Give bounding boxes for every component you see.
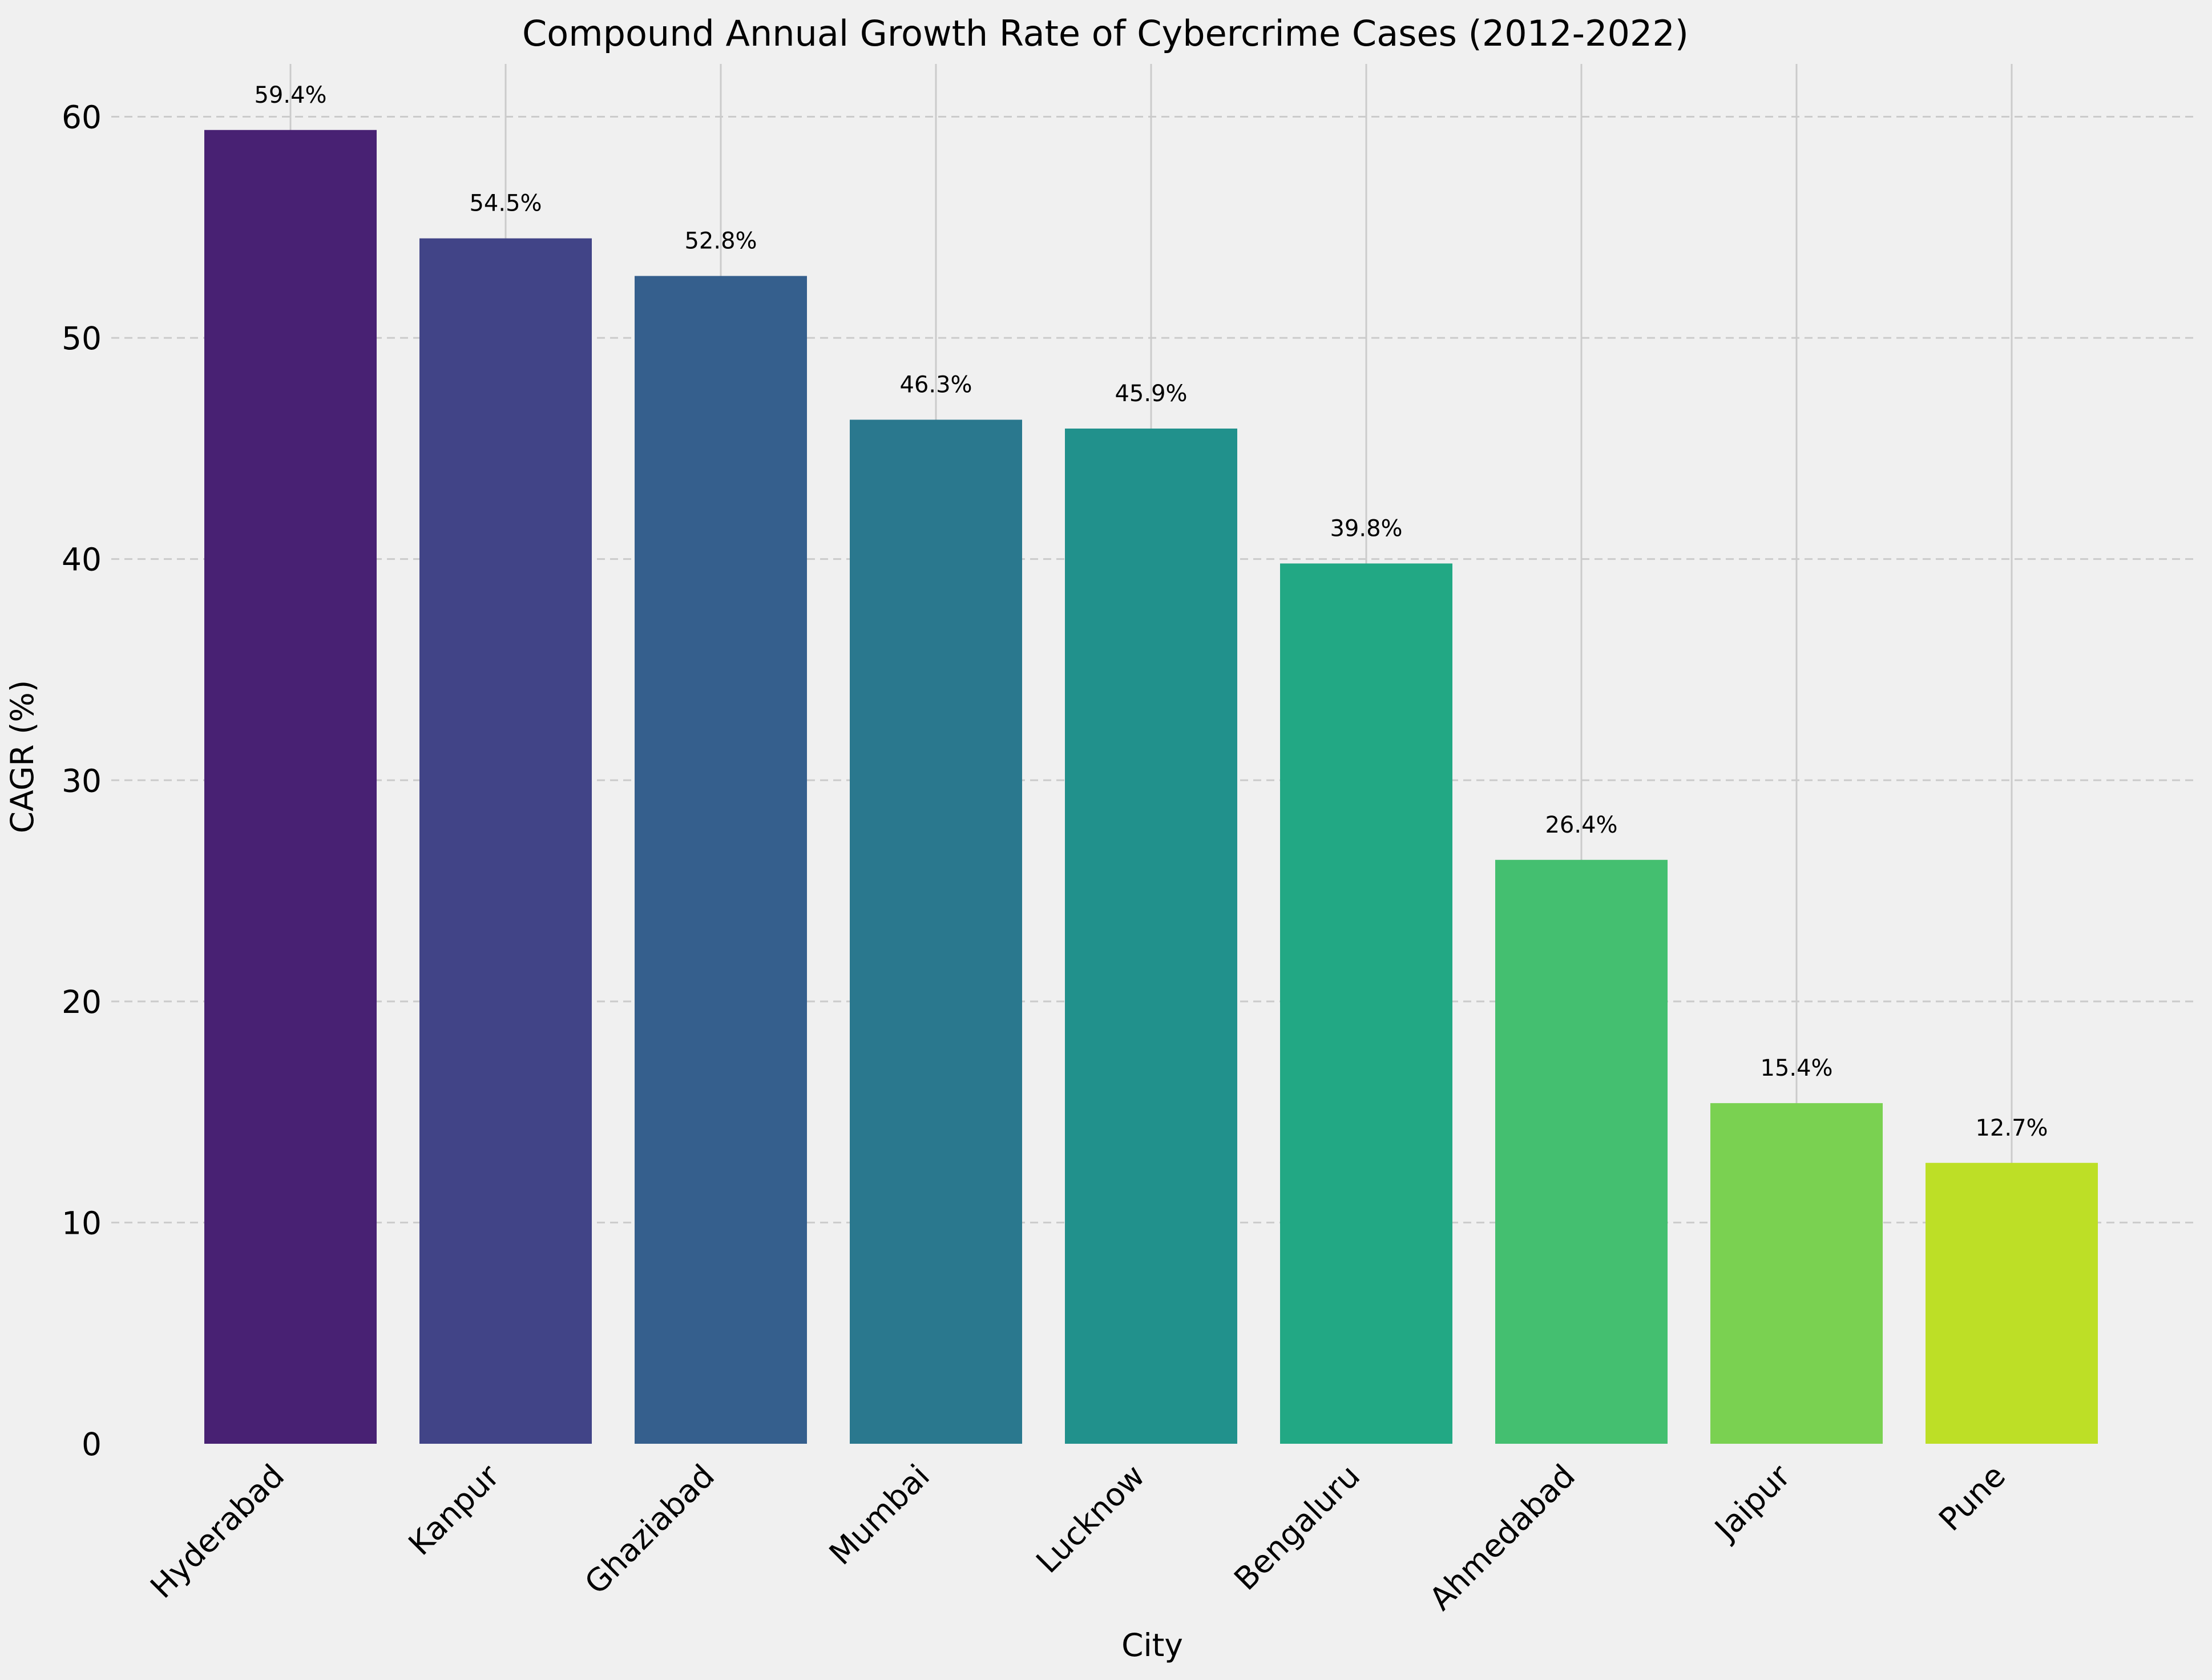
data-label: 15.4% — [1760, 1055, 1832, 1081]
data-label: 45.9% — [1115, 381, 1187, 407]
y-tick-label: 20 — [62, 984, 102, 1020]
data-label: 54.5% — [469, 191, 542, 217]
data-label: 52.8% — [684, 228, 757, 255]
y-axis-label: CAGR (%) — [4, 680, 41, 834]
x-tick-label: Kanpur — [401, 1457, 506, 1562]
data-label: 59.4% — [254, 82, 326, 108]
bar-ghaziabad — [635, 276, 807, 1444]
data-label: 39.8% — [1330, 515, 1402, 542]
x-tick-label: Pune — [1932, 1457, 2012, 1538]
y-tick-label: 30 — [62, 762, 102, 799]
bar-ahmedabad — [1495, 859, 1668, 1444]
bar-kanpur — [419, 238, 592, 1444]
bar-pune — [1926, 1162, 2098, 1444]
x-tick-label: Ahmedabad — [1422, 1457, 1582, 1617]
bar-layer — [204, 130, 2098, 1444]
y-tick-label: 10 — [62, 1205, 102, 1241]
x-tick-label: Bengaluru — [1227, 1457, 1367, 1597]
bar-lucknow — [1065, 429, 1237, 1444]
data-label: 26.4% — [1545, 812, 1617, 838]
bar-mumbai — [850, 419, 1022, 1444]
x-tick-label: Hyderabad — [143, 1457, 291, 1605]
data-label-layer: 59.4% 54.5% 52.8% 46.3% 45.9% 39.8% 26.4% 15.4%… — [254, 82, 2048, 1141]
data-label: 12.7% — [1975, 1115, 2048, 1141]
bar-bengaluru — [1280, 563, 1452, 1444]
x-tick-label: Ghaziabad — [578, 1457, 721, 1601]
y-tick-label: 40 — [62, 542, 102, 578]
data-label: 46.3% — [899, 372, 972, 398]
chart-title: Compound Annual Growth Rate of Cybercrim… — [522, 13, 1689, 54]
y-tick-label: 60 — [62, 99, 102, 136]
y-tick-label: 50 — [62, 320, 102, 357]
y-tick-label: 0 — [82, 1426, 102, 1463]
x-tick-label: Lucknow — [1029, 1457, 1152, 1580]
bar-hyderabad — [204, 130, 377, 1444]
x-tick-label: Jaipur — [1706, 1457, 1797, 1548]
bar-jaipur — [1710, 1103, 1883, 1444]
x-tick-label: Mumbai — [822, 1457, 937, 1572]
x-axis-label: City — [1121, 1627, 1183, 1663]
